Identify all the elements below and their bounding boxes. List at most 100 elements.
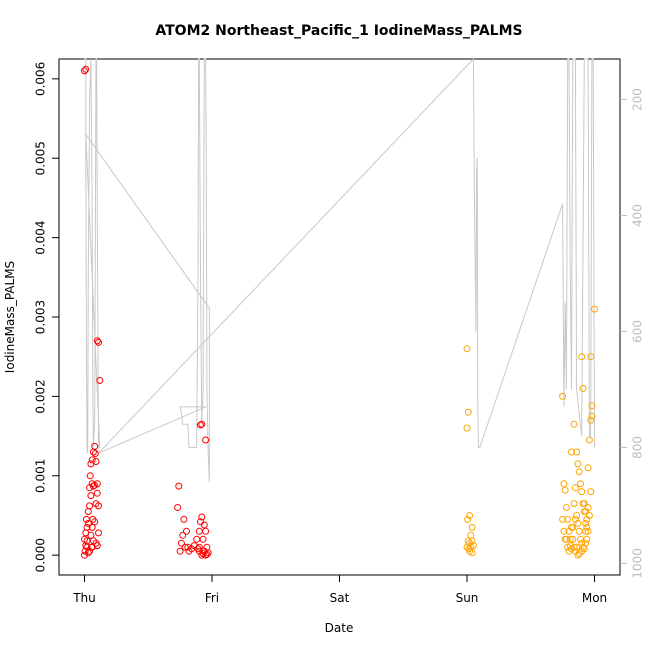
data-point — [578, 488, 586, 496]
data-point — [561, 486, 569, 494]
data-point — [468, 537, 476, 545]
data-point — [463, 345, 471, 353]
data-point — [583, 515, 591, 523]
data-point — [591, 305, 598, 313]
data-point — [91, 442, 99, 450]
data-point — [587, 353, 595, 361]
data-point — [568, 448, 575, 456]
data-point — [175, 482, 183, 490]
y-tick-label: 0.005 — [34, 141, 48, 175]
right-tick-label: 1000 — [631, 548, 645, 579]
x-tick-label: Sun — [456, 591, 479, 605]
data-point — [184, 543, 192, 551]
data-point — [89, 448, 97, 456]
x-tick-label: Fri — [205, 591, 219, 605]
data-point — [200, 521, 208, 529]
data-point — [81, 67, 88, 75]
data-point — [179, 531, 187, 539]
data-point — [83, 523, 91, 531]
data-point — [580, 500, 588, 508]
x-axis-label: Date — [325, 621, 354, 635]
data-point — [88, 456, 96, 464]
data-point — [571, 484, 579, 492]
data-point — [587, 416, 595, 424]
data-point — [86, 502, 94, 510]
data-point — [198, 513, 206, 521]
data-point — [88, 523, 96, 531]
data-point — [468, 523, 476, 531]
data-point — [177, 539, 185, 547]
data-point — [579, 384, 587, 392]
x-tick-label: Thu — [72, 591, 96, 605]
data-point — [203, 543, 211, 551]
data-point — [575, 527, 583, 535]
data-point — [183, 527, 190, 535]
data-point — [464, 408, 472, 416]
data-point — [573, 448, 581, 456]
data-point — [587, 488, 595, 496]
data-point — [573, 512, 581, 519]
data-point — [574, 551, 582, 559]
data-point — [574, 519, 582, 527]
data-point — [194, 545, 202, 553]
data-point — [566, 542, 574, 550]
data-point — [560, 527, 568, 535]
data-point — [91, 518, 99, 526]
data-point — [93, 337, 101, 345]
data-point — [570, 500, 578, 508]
right-tick-label: 400 — [631, 204, 645, 227]
data-point — [575, 468, 583, 476]
data-point — [87, 492, 95, 500]
data-point — [588, 402, 596, 410]
data-point — [582, 519, 590, 527]
right-tick-label: 800 — [631, 436, 645, 459]
data-point — [81, 535, 88, 543]
data-point — [84, 519, 92, 527]
data-points — [81, 65, 598, 559]
data-point — [198, 420, 206, 428]
data-point — [174, 504, 182, 511]
y-tick-label: 0.003 — [34, 300, 48, 334]
data-point — [176, 547, 184, 555]
data-point — [568, 523, 575, 531]
data-point — [91, 450, 99, 457]
data-point — [584, 464, 592, 472]
data-point — [560, 480, 568, 488]
data-point — [92, 458, 100, 465]
data-point — [181, 543, 189, 551]
data-point — [93, 480, 101, 488]
right-axis: 200 400 600 800 1000 — [620, 88, 645, 579]
data-point — [578, 539, 586, 547]
x-axis: Thu Fri Sat Sun Mon — [72, 575, 607, 605]
data-point — [559, 392, 567, 400]
data-point — [202, 436, 210, 444]
data-point — [193, 535, 201, 543]
right-tick-label: 600 — [631, 320, 645, 343]
data-point — [180, 515, 188, 523]
y-tick-label: 0.002 — [34, 379, 48, 413]
chart-title: ATOM2 Northeast_Pacific_1 IodineMass_PAL… — [155, 23, 522, 39]
data-point — [467, 531, 475, 539]
data-point — [81, 551, 88, 559]
data-point — [588, 412, 596, 420]
data-point — [564, 515, 572, 523]
data-point — [95, 338, 102, 346]
data-point — [86, 472, 94, 480]
data-point — [582, 539, 590, 547]
data-point — [463, 424, 471, 432]
data-point — [197, 421, 204, 429]
data-point — [562, 504, 570, 511]
data-point — [583, 535, 591, 543]
altitude-track — [84, 57, 595, 483]
y-axis: 0.000 0.001 0.002 0.003 0.004 0.005 0.006 — [34, 62, 59, 572]
data-point — [195, 527, 203, 535]
data-point — [93, 542, 101, 550]
x-tick-label: Mon — [582, 591, 607, 605]
data-point — [574, 460, 582, 468]
y-tick-label: 0.001 — [34, 459, 48, 493]
data-point — [468, 549, 476, 557]
data-point — [570, 543, 578, 551]
y-tick-label: 0.006 — [34, 62, 48, 96]
data-point — [95, 529, 102, 537]
